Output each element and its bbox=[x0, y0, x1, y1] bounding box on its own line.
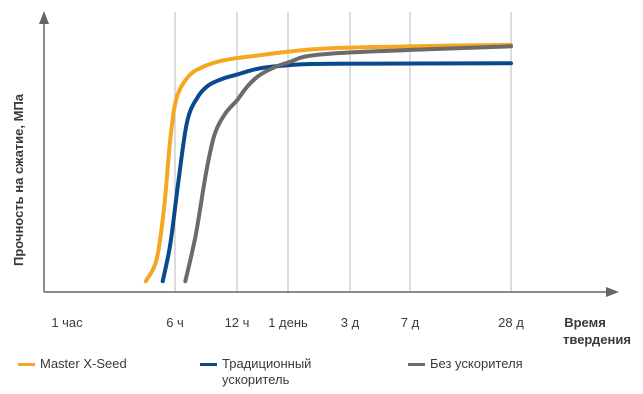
x-tick-label: 12 ч bbox=[225, 315, 250, 330]
legend-label: Master X-Seed bbox=[40, 356, 127, 371]
x-axis-arrow bbox=[606, 287, 619, 297]
legend-label: Традиционный ускоритель bbox=[222, 356, 312, 387]
x-tick-label: 1 час bbox=[51, 315, 83, 330]
legend-swatch bbox=[200, 363, 217, 366]
x-tick-label: 1 день bbox=[268, 315, 308, 330]
x-axis-title-line2: твердения bbox=[563, 332, 631, 347]
y-axis-title: Прочность на сжатие, МПа bbox=[11, 93, 26, 266]
y-axis-arrow bbox=[39, 11, 49, 24]
x-tick-label: 6 ч bbox=[166, 315, 184, 330]
series-line-master-x-seed bbox=[143, 42, 513, 284]
series-line-традиционный-ускоритель bbox=[160, 61, 513, 284]
x-tick-label: 3 д bbox=[341, 315, 360, 330]
legend-swatch bbox=[18, 363, 35, 366]
x-tick-label: 7 д bbox=[401, 315, 420, 330]
x-axis-title-line1: Время bbox=[564, 315, 606, 330]
x-tick-labels: 1 час 6 ч 12 ч 1 день 3 д 7 д 28 д bbox=[51, 315, 524, 330]
legend-item-traditional-accelerator: Традиционный ускоритель bbox=[200, 356, 311, 388]
series-group bbox=[143, 42, 513, 284]
axes bbox=[39, 11, 619, 297]
legend-item-master-x-seed: Master X-Seed bbox=[18, 356, 127, 372]
legend: Master X-Seed Традиционный ускоритель Бе… bbox=[0, 356, 643, 394]
legend-label: Без ускорителя bbox=[430, 356, 523, 371]
x-tick-label: 28 д bbox=[498, 315, 524, 330]
legend-swatch bbox=[408, 363, 425, 366]
series-line-без-ускорителя bbox=[183, 44, 513, 284]
legend-item-no-accelerator: Без ускорителя bbox=[408, 356, 523, 372]
